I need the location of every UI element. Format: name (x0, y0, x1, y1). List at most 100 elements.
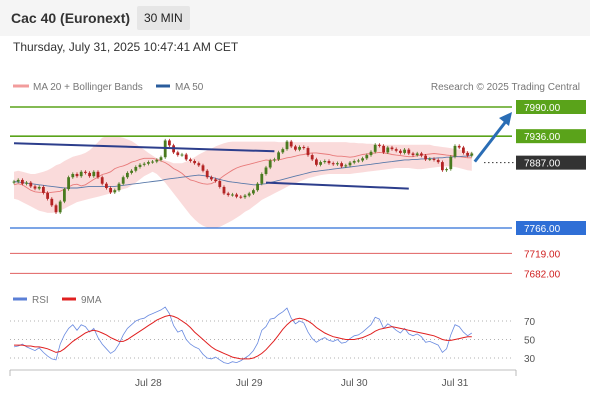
candle (390, 145, 394, 151)
indicator-lines (13, 151, 472, 194)
candle (336, 161, 339, 166)
candle (260, 172, 264, 186)
bollinger-band (14, 135, 472, 228)
candle (357, 158, 360, 163)
candle (373, 143, 377, 154)
rsi-ma9-line (14, 314, 472, 360)
support-label: 7766.00 (524, 224, 561, 235)
candle (264, 165, 268, 176)
candle (331, 161, 335, 166)
candle (327, 159, 331, 165)
rsi-panel: 30 50 70 (10, 306, 536, 365)
candle (16, 178, 20, 184)
candle (147, 160, 150, 166)
candle (394, 147, 398, 153)
candle (134, 165, 138, 173)
candle (197, 161, 201, 167)
candle (37, 185, 41, 191)
candle (46, 191, 49, 201)
candle (403, 148, 406, 155)
candle (109, 186, 112, 194)
last-price-box (516, 155, 586, 170)
candle (352, 159, 356, 165)
candle (142, 162, 146, 167)
channel-upper-line (13, 142, 275, 153)
candle (21, 178, 24, 186)
forecast-arrow (473, 112, 512, 163)
x-tick-label: Jul 30 (341, 378, 368, 389)
resistance-label-box (516, 129, 586, 144)
candle (378, 143, 381, 148)
candle (462, 145, 465, 155)
candle (222, 185, 226, 196)
candle (205, 169, 209, 179)
candle (407, 148, 411, 156)
candle (218, 179, 222, 189)
candle (386, 145, 390, 154)
candle (310, 153, 314, 162)
candle (399, 149, 402, 155)
candle (117, 182, 121, 192)
candle (256, 182, 259, 192)
candle (79, 170, 83, 178)
candle (457, 144, 461, 150)
ma50-line (13, 155, 472, 189)
candle (453, 144, 457, 159)
resistance-label: 7990.00 (524, 103, 561, 114)
rsi-tick-label: 70 (524, 317, 536, 328)
candle (340, 161, 343, 169)
candle (449, 155, 453, 171)
candle (92, 170, 96, 178)
candle (184, 152, 188, 162)
candle (71, 172, 75, 179)
candle (50, 197, 54, 207)
x-tick-label: Jul 31 (442, 378, 469, 389)
ma9-legend-label: 9MA (81, 295, 102, 306)
target-label: 7719.00 (524, 249, 561, 260)
candle (361, 156, 364, 163)
candle (466, 151, 469, 158)
candle (365, 153, 369, 160)
x-tick-label: Jul 29 (236, 378, 263, 389)
candle (445, 167, 448, 172)
x-tick-label: Jul 28 (135, 378, 162, 389)
candle (126, 171, 129, 179)
candle (33, 184, 37, 191)
candle (210, 175, 213, 182)
candle (247, 191, 251, 198)
candle (428, 157, 432, 162)
ma20-legend-label: MA 20 + Bollinger Bands (33, 82, 143, 93)
channel-lines (13, 142, 409, 190)
forecast-arrow-shaft (473, 119, 509, 163)
candle (432, 157, 436, 162)
chart-header: Cac 40 (Euronext) 30 MIN (0, 0, 590, 36)
candle (441, 160, 444, 172)
candle (294, 144, 297, 152)
candle (315, 157, 318, 167)
candle (436, 158, 440, 164)
candle (189, 157, 192, 163)
candle (226, 191, 230, 197)
candle (176, 150, 180, 157)
candle (470, 151, 474, 158)
candle (369, 150, 373, 157)
ma20-line (13, 151, 472, 194)
candle (243, 193, 247, 199)
candle (273, 157, 276, 163)
candle (75, 172, 79, 178)
candle (411, 151, 415, 157)
target-label: 7682.00 (524, 269, 561, 280)
bollinger-band-area (14, 135, 472, 228)
rsi-tick-label: 30 (524, 354, 536, 365)
candle (289, 139, 293, 149)
candle (235, 192, 238, 199)
timeframe-badge[interactable]: 30 MIN (137, 6, 190, 30)
candle (281, 147, 285, 154)
support-label-box (516, 221, 586, 235)
candle (168, 138, 171, 147)
candles (12, 138, 474, 214)
candle (138, 163, 142, 169)
candle (151, 159, 154, 164)
candle (159, 155, 163, 162)
